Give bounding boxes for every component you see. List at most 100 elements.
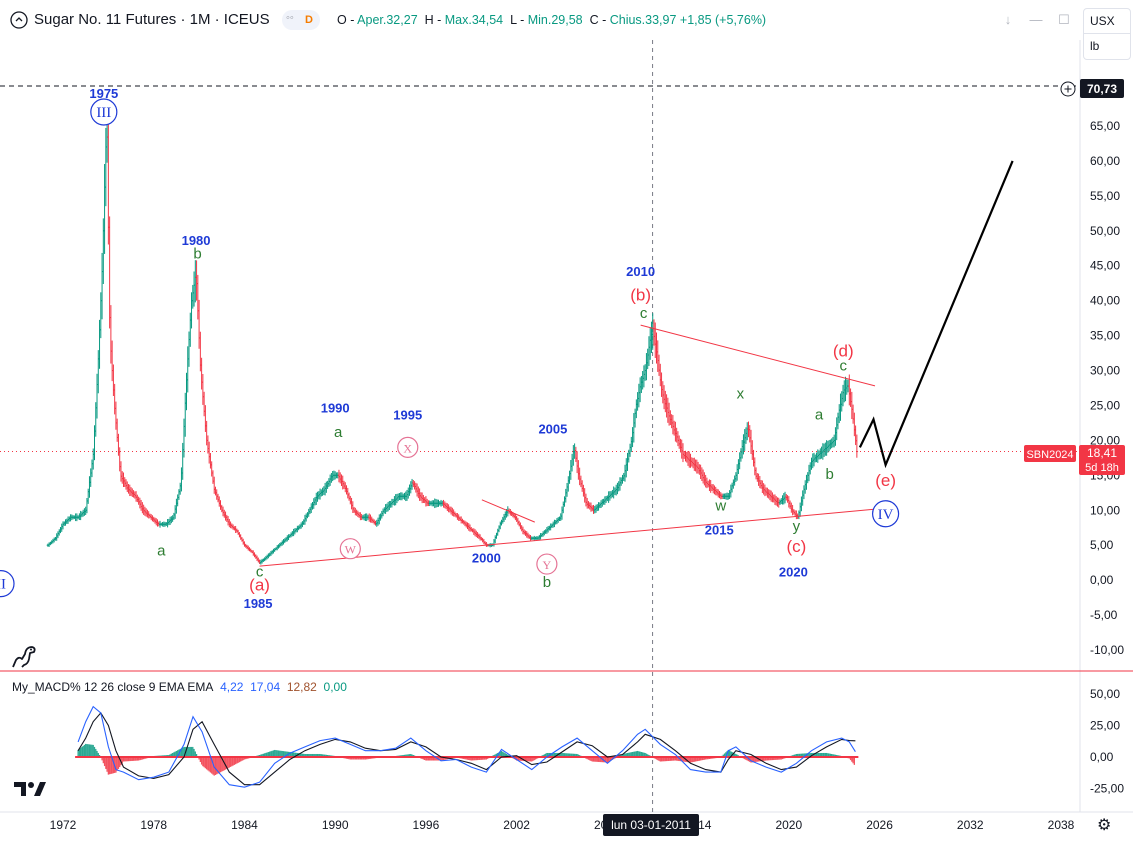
time-tick-label: 1996	[413, 818, 440, 832]
year-label: 2005	[538, 421, 567, 436]
symbol-title[interactable]: Sugar No. 11 Futures · 1M · ICEUS	[34, 11, 270, 28]
year-label: 1990	[321, 400, 350, 415]
time-tick-label: 2020	[775, 818, 802, 832]
price-tick-label: 60,00	[1090, 154, 1120, 168]
time-axis[interactable]: 1972197819841990199620022008201420202026…	[50, 818, 1075, 832]
time-tick-label: 2032	[957, 818, 984, 832]
crosshair-date-label: lun 03-01-2011	[603, 814, 699, 836]
wave-label: (d)	[833, 342, 854, 361]
last-price-value: 18,41	[1087, 446, 1117, 460]
year-label: 1985	[244, 596, 273, 611]
year-label: 2015	[705, 523, 734, 538]
unit-select[interactable]: lb	[1090, 39, 1100, 53]
wave-circle	[536, 553, 558, 575]
wave-label: W	[345, 543, 357, 557]
last-price-tag: SBN2024 18,41 5d 18h	[1024, 445, 1125, 475]
wave-circle	[0, 570, 15, 598]
last-price-countdown: 5d 18h	[1085, 462, 1119, 474]
high-marker-label: 70,73	[1060, 79, 1124, 98]
trendline	[481, 499, 535, 523]
wave-label: x	[737, 385, 745, 402]
wave-circle	[871, 500, 900, 528]
price-axis[interactable]: 65,00 60,00 55,00 50,00 45,00 40,00 35,00 30,00…	[1090, 119, 1124, 657]
price-tick-label: 20,00	[1090, 433, 1120, 447]
wave-circle	[90, 98, 118, 126]
wave-label: (c)	[786, 537, 806, 556]
macd-value-1: 4,22	[220, 680, 244, 694]
wave-label: c	[640, 305, 648, 322]
year-label: 1995	[393, 407, 422, 422]
change-value: +1,85 (+5,76%)	[679, 13, 767, 27]
year-label: 2020	[779, 565, 808, 580]
price-tick-label: 30,00	[1090, 364, 1120, 378]
price-tick-label: 65,00	[1090, 119, 1120, 133]
collapse-icon[interactable]	[10, 11, 28, 29]
macd-value-2: 17,04	[250, 680, 281, 694]
year-label: 2010	[626, 264, 655, 279]
high-marker-value: 70,73	[1087, 82, 1117, 96]
wave-label: X	[403, 441, 412, 455]
macd-legend: My_MACD% 12 26 close 9 EMA EMA 4,22 17,0…	[12, 680, 347, 694]
wave-label: a	[334, 424, 343, 441]
trendline	[640, 324, 876, 387]
dinosaur-icon[interactable]	[10, 642, 38, 670]
wave-label: IV	[878, 507, 894, 523]
low-label: L	[510, 13, 517, 27]
gear-icon[interactable]: ⚙	[1097, 817, 1112, 834]
macd-value-3: 12,82	[286, 680, 317, 694]
price-bars	[46, 119, 859, 565]
close-label: C	[589, 13, 599, 27]
macd-tick-label: 25,00	[1090, 719, 1120, 733]
minimize-icon[interactable]: —	[1029, 12, 1043, 27]
macd-line	[77, 705, 856, 788]
wave-label: (b)	[630, 286, 651, 305]
high-value: Max.34,54	[444, 13, 504, 27]
eye-icon: ◦◦	[286, 12, 294, 24]
open-label: O	[337, 13, 347, 27]
time-tick-label: 1972	[50, 818, 77, 832]
wave-label: b	[825, 466, 833, 483]
arrow-down-icon[interactable]: ↓	[1004, 12, 1012, 27]
wave-label: a	[815, 406, 824, 423]
macd-axis[interactable]: 50,00 25,00 0,00 -25,00	[1090, 687, 1124, 796]
price-tick-label: 35,00	[1090, 329, 1120, 343]
high-label: H	[424, 13, 434, 27]
price-tick-label: 5,00	[1090, 538, 1114, 552]
wave-label: y	[793, 518, 801, 535]
year-label: 1980	[182, 233, 211, 248]
wave-label: a	[157, 543, 166, 560]
wave-label: w	[714, 497, 726, 514]
price-tick-label: -10,00	[1090, 643, 1124, 657]
wave-circle	[339, 538, 361, 560]
wave-label: (e)	[875, 471, 896, 490]
price-tick-label: 45,00	[1090, 259, 1120, 273]
time-tick-label: 1984	[231, 818, 258, 832]
macd-value-4: 0,00	[323, 680, 347, 694]
year-label: 1975	[89, 86, 118, 101]
macd-pane	[75, 705, 859, 788]
wave-label: b	[543, 574, 551, 591]
wave-label: Y	[543, 558, 552, 572]
forecast-path	[858, 160, 1014, 469]
low-value: Min.29,58	[527, 13, 583, 27]
maximize-icon[interactable]: ☐	[1058, 12, 1070, 27]
time-tick-label: 2026	[866, 818, 893, 832]
tradingview-logo[interactable]	[14, 780, 46, 798]
currency-select[interactable]: USX	[1084, 9, 1130, 34]
year-label: 2000	[472, 551, 501, 566]
pane-side-button[interactable]	[0, 565, 30, 601]
wave-label: (a)	[249, 576, 270, 595]
unit-selector[interactable]: USX lb	[1083, 8, 1131, 60]
trendline	[259, 508, 879, 567]
wave-label: II	[0, 577, 6, 593]
time-tick-label: 1978	[140, 818, 167, 832]
delayed-data-badge[interactable]: D	[301, 12, 317, 28]
price-pane	[0, 40, 1133, 813]
macd-title: My_MACD% 12 26 close 9 EMA EMA	[12, 680, 214, 694]
macd-tick-label: 50,00	[1090, 687, 1120, 701]
open-value: Aper.32,27	[357, 13, 418, 27]
price-tick-label: -5,00	[1090, 608, 1118, 622]
price-tick-label: 25,00	[1090, 398, 1120, 412]
